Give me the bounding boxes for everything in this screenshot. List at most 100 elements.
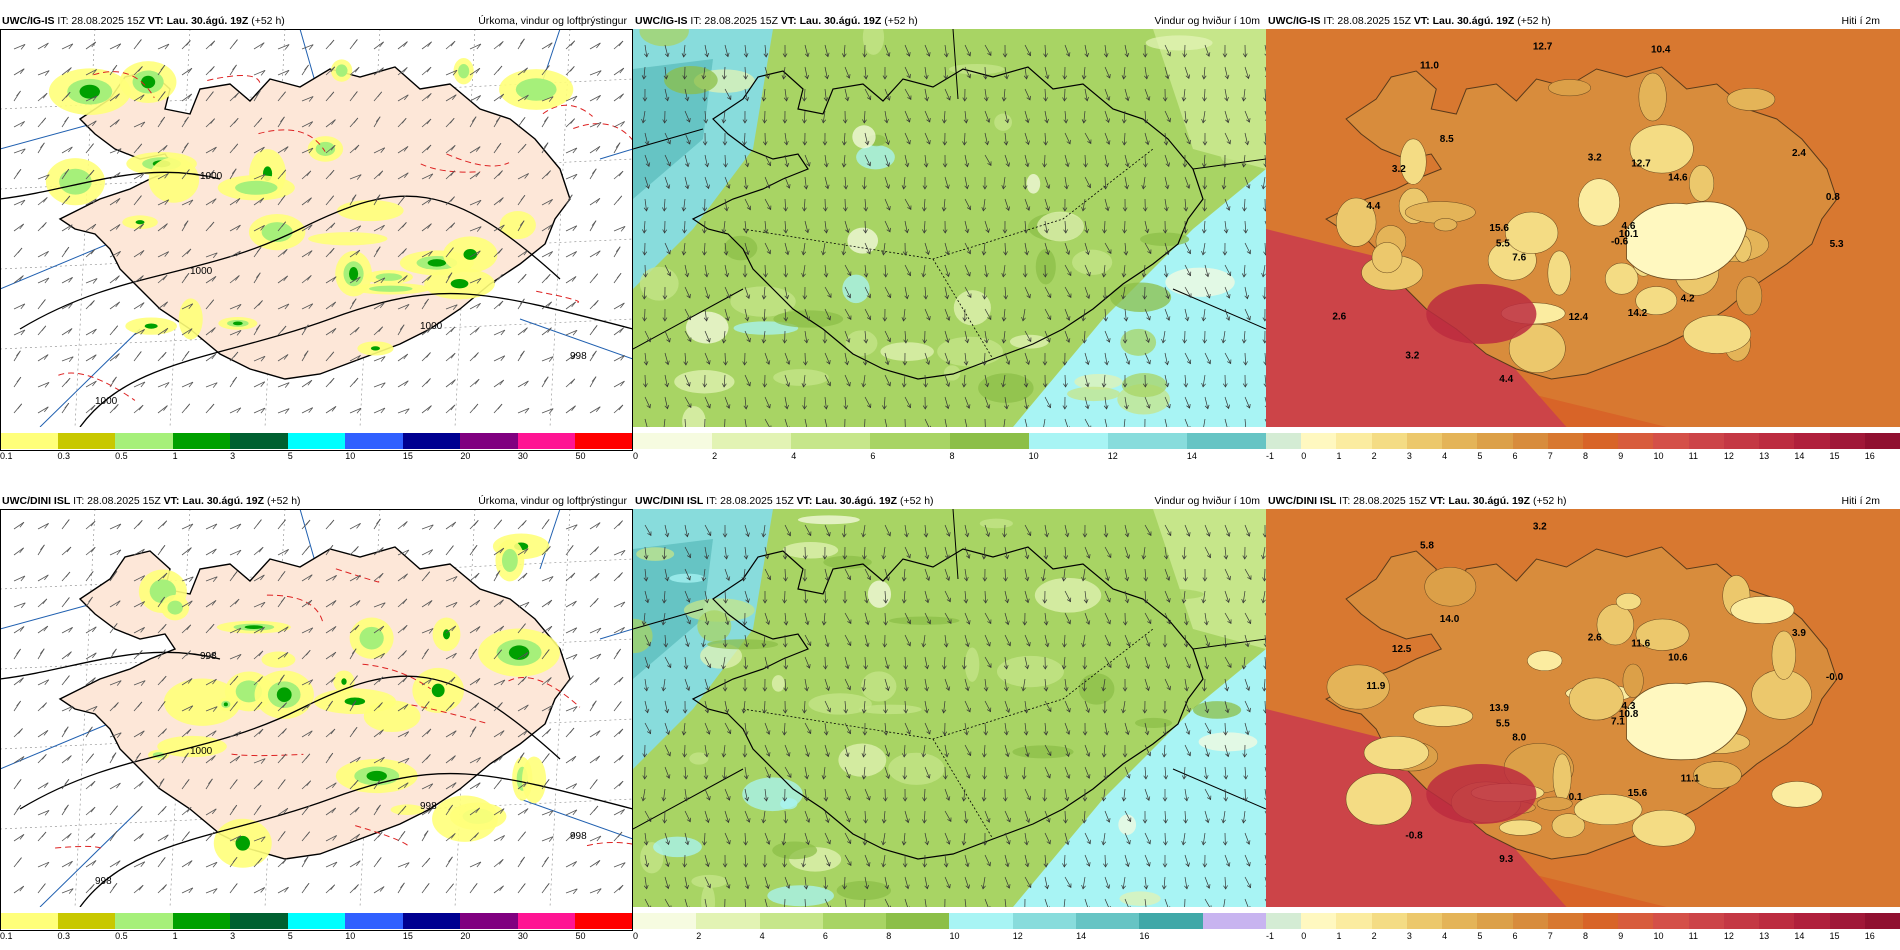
colorbar-tick-label: 20 (460, 451, 471, 461)
panel-title: Hiti í 2m (1841, 495, 1880, 507)
colorbar-tick-label: 3 (230, 931, 236, 941)
colorbar-swatch (1688, 913, 1724, 929)
panel-wind-row1: UWC/IG-IS IT: 28.08.2025 15Z VT: Lau. 30… (633, 13, 1266, 463)
colorbar-tick-label: 2 (696, 931, 702, 941)
lead-time: (+52 h) (251, 15, 285, 27)
colorbar-swatch (517, 913, 576, 929)
colorbar-swatch (759, 913, 823, 929)
isobar-label: 1000 (190, 746, 213, 757)
issue-time: IT: 28.08.2025 15Z (706, 495, 794, 507)
colorbar-swatch (1759, 433, 1795, 449)
colorbar-swatch (1406, 433, 1443, 449)
isobar-label: 1000 (95, 396, 118, 407)
panel-precip-row2: UWC/DINI ISL IT: 28.08.2025 15Z VT: Lau.… (0, 493, 634, 943)
colorbar-swatch (1723, 433, 1760, 449)
temp-value-label: 5.3 (1830, 239, 1844, 250)
issue-time: IT: 28.08.2025 15Z (1339, 495, 1427, 507)
colorbar-swatch (1547, 913, 1583, 929)
colorbar-tick-label: 0 (633, 451, 639, 461)
colorbar-tick-label: 30 (517, 451, 528, 461)
temp-value-label: 3.9 (1792, 628, 1806, 639)
colorbar-swatch (0, 433, 58, 449)
colorbar-tick-label: 8 (1583, 451, 1589, 461)
colorbar-tick-label: 6 (1512, 451, 1518, 461)
temp-value-label: 4.4 (1499, 374, 1513, 385)
colorbar-swatch (1266, 913, 1302, 929)
temp-value-label: 11.9 (1366, 681, 1385, 692)
valid-label: VT: (796, 495, 813, 507)
temp-value-label: 11.6 (1631, 639, 1650, 650)
valid-time: Lau. 30.ágú. 19Z (1448, 495, 1531, 507)
colorbar-tick-label: 11 (1688, 931, 1698, 941)
colorbar-swatch (1723, 913, 1760, 929)
colorbar-tick-label: 0.3 (57, 931, 71, 941)
issue-time: IT: 28.08.2025 15Z (1323, 15, 1411, 27)
colorbar-tick-label: 15 (402, 451, 413, 461)
panel-title: Úrkoma, vindur og loftþrýstingur (478, 15, 627, 27)
valid-label: VT: (780, 15, 797, 27)
temp-value-label: 12.5 (1392, 644, 1412, 655)
colorbar-swatch (1442, 433, 1478, 449)
panel-header: UWC/IG-IS IT: 28.08.2025 15Z VT: Lau. 30… (1266, 13, 1900, 29)
colorbar-swatch (287, 433, 346, 449)
panel-title: Hiti í 2m (1841, 15, 1880, 27)
colorbar-swatch (1547, 433, 1583, 449)
colorbar-tick-label: 10 (949, 931, 960, 941)
colorbar-tick-label: 14 (1076, 931, 1087, 941)
colorbar-swatch (115, 433, 173, 449)
temp-value-label: -0.0 (1826, 672, 1844, 683)
issue-time: IT: 28.08.2025 15Z (690, 15, 778, 27)
isobar-label: 998 (570, 831, 587, 842)
colorbar-tick-label: 0 (1301, 451, 1307, 461)
colorbar-swatch (57, 433, 116, 449)
colorbar-swatch (172, 433, 231, 449)
lead-time: (+52 h) (884, 15, 918, 27)
panel-title: Vindur og hviður í 10m (1154, 495, 1260, 507)
colorbar-tick-label: 10 (1028, 451, 1039, 461)
colorbar-swatch (696, 913, 760, 929)
colorbar-swatch (1794, 913, 1830, 929)
temp-value-label: 14.6 (1668, 172, 1688, 183)
colorbar-tick-label: 6 (1512, 931, 1518, 941)
temp-value-label: 3.2 (1533, 522, 1547, 533)
panel-header: UWC/DINI ISL IT: 28.08.2025 15Z VT: Lau.… (0, 493, 633, 509)
valid-label: VT: (1413, 15, 1430, 27)
colorbar-tick-label: 16 (1864, 931, 1875, 941)
colorbar-tick-label: 0.5 (115, 451, 128, 461)
colorbar-swatch (345, 913, 403, 929)
precip-colorbar (0, 913, 634, 929)
colorbar-swatch (115, 913, 173, 929)
temp-value-label: 14.2 (1628, 308, 1648, 319)
precip-colorbar (0, 433, 634, 449)
colorbar-swatch (1301, 913, 1337, 929)
temp-value-label: 10.6 (1668, 652, 1688, 663)
colorbar-tick-label: 8 (886, 931, 892, 941)
colorbar-swatch (172, 913, 231, 929)
temp-value-label: 8.0 (1512, 732, 1526, 743)
colorbar-swatch (822, 913, 887, 929)
lead-time: (+52 h) (266, 495, 301, 507)
wind-colorbar-ticks: 0 2 4 6 8 10 12 14 16 (633, 931, 1266, 943)
wind-colorbar-ticks: 0 2 4 6 8 10 12 14 (633, 451, 1266, 463)
colorbar-tick-label: 6 (822, 931, 828, 941)
colorbar-swatch (0, 913, 58, 929)
colorbar-swatch (230, 913, 288, 929)
colorbar-swatch (791, 433, 871, 449)
valid-time: Lau. 30.ágú. 19Z (1432, 15, 1515, 27)
colorbar-tick-label: 5 (287, 931, 293, 941)
colorbar-tick-label: 4 (1442, 931, 1448, 941)
colorbar-swatch (1477, 433, 1513, 449)
colorbar-swatch (1336, 433, 1372, 449)
colorbar-tick-label: 5 (1477, 931, 1483, 941)
temp-value-label: 4.4 (1366, 201, 1380, 212)
panel-header: UWC/IG-IS IT: 28.08.2025 15Z VT: Lau. 30… (633, 13, 1266, 29)
isobar-label: 998 (200, 651, 217, 662)
temp-value-label: 3.2 (1392, 164, 1406, 175)
colorbar-tick-label: 8 (1583, 931, 1589, 941)
colorbar-tick-label: 2 (1371, 931, 1377, 941)
temp-value-label: -0.6 (1611, 236, 1629, 247)
colorbar-tick-label: 12 (1107, 451, 1118, 461)
colorbar-swatch (1028, 433, 1108, 449)
colorbar-swatch (1442, 913, 1478, 929)
colorbar-tick-label: 7 (1547, 931, 1553, 941)
